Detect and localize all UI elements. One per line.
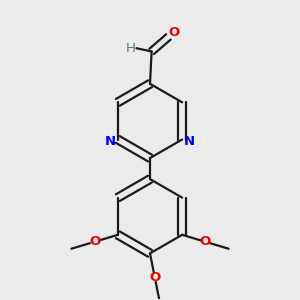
Text: O: O: [149, 271, 160, 284]
Text: N: N: [105, 135, 116, 148]
Text: O: O: [200, 235, 211, 248]
Text: H: H: [126, 42, 136, 55]
Text: O: O: [169, 26, 180, 39]
Text: O: O: [89, 235, 100, 248]
Text: N: N: [184, 135, 195, 148]
